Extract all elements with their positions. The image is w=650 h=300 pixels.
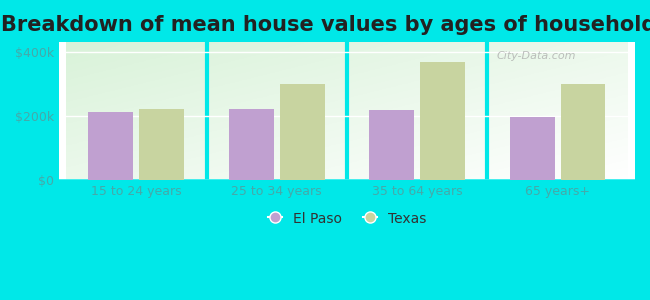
Bar: [229, 109, 274, 180]
Bar: [510, 117, 555, 180]
Legend: El Paso, Texas: El Paso, Texas: [268, 212, 426, 226]
Bar: [560, 84, 606, 180]
Bar: [280, 84, 324, 180]
Bar: [369, 110, 415, 180]
Title: Breakdown of mean house values by ages of householders: Breakdown of mean house values by ages o…: [1, 15, 650, 35]
Bar: [88, 112, 133, 180]
Bar: [139, 109, 184, 180]
Text: City-Data.com: City-Data.com: [497, 51, 577, 61]
Bar: [420, 62, 465, 180]
